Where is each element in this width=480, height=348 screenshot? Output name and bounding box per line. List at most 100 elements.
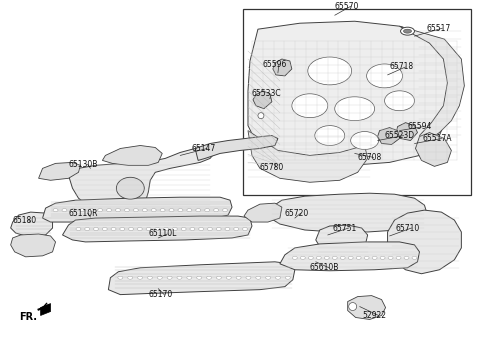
Ellipse shape (380, 256, 385, 259)
Ellipse shape (190, 228, 195, 230)
Ellipse shape (292, 94, 328, 118)
Ellipse shape (265, 276, 271, 279)
Ellipse shape (400, 27, 415, 35)
Text: 65570: 65570 (335, 2, 359, 11)
Polygon shape (195, 136, 278, 160)
Polygon shape (11, 234, 56, 257)
Ellipse shape (286, 276, 290, 279)
Text: 65110R: 65110R (69, 208, 98, 218)
Ellipse shape (206, 276, 212, 279)
Polygon shape (11, 212, 52, 237)
Ellipse shape (214, 208, 218, 212)
Ellipse shape (234, 228, 239, 230)
Ellipse shape (116, 208, 120, 212)
Polygon shape (316, 225, 368, 256)
Ellipse shape (76, 228, 81, 230)
Ellipse shape (276, 276, 280, 279)
Polygon shape (248, 130, 368, 182)
Ellipse shape (351, 132, 379, 150)
Ellipse shape (151, 208, 156, 212)
Text: 65517A: 65517A (422, 134, 452, 143)
Ellipse shape (242, 228, 248, 230)
Ellipse shape (80, 208, 85, 212)
Ellipse shape (348, 256, 353, 259)
Ellipse shape (324, 256, 329, 259)
Polygon shape (62, 216, 252, 242)
Ellipse shape (204, 208, 210, 212)
Ellipse shape (142, 208, 147, 212)
Ellipse shape (181, 228, 186, 230)
Text: 65718: 65718 (390, 62, 414, 71)
Text: 65533C: 65533C (252, 89, 282, 98)
Text: 65517: 65517 (426, 24, 451, 33)
Ellipse shape (199, 228, 204, 230)
Ellipse shape (396, 256, 401, 259)
Text: 65710: 65710 (396, 223, 420, 232)
Text: 65708: 65708 (358, 153, 382, 162)
Ellipse shape (256, 276, 261, 279)
Text: 65780: 65780 (260, 163, 284, 172)
Ellipse shape (404, 29, 411, 33)
Ellipse shape (384, 91, 415, 111)
Text: 65180: 65180 (12, 215, 37, 224)
Ellipse shape (62, 208, 67, 212)
Text: 65594: 65594 (408, 122, 432, 131)
Ellipse shape (85, 228, 90, 230)
Ellipse shape (167, 276, 172, 279)
Polygon shape (348, 295, 385, 319)
Polygon shape (253, 91, 272, 109)
Ellipse shape (177, 276, 182, 279)
Ellipse shape (225, 228, 230, 230)
Ellipse shape (292, 256, 297, 259)
Polygon shape (399, 26, 464, 141)
Ellipse shape (236, 276, 241, 279)
Text: 65751: 65751 (333, 223, 357, 232)
Ellipse shape (133, 208, 138, 212)
Text: FR.: FR. (19, 313, 36, 323)
Ellipse shape (364, 256, 369, 259)
Polygon shape (38, 163, 81, 180)
Ellipse shape (308, 57, 352, 85)
Text: 65110L: 65110L (148, 229, 177, 238)
Ellipse shape (246, 276, 251, 279)
Polygon shape (416, 133, 451, 166)
Ellipse shape (107, 208, 111, 212)
Ellipse shape (196, 208, 201, 212)
Ellipse shape (138, 276, 143, 279)
Ellipse shape (116, 177, 144, 199)
Ellipse shape (367, 64, 403, 88)
Ellipse shape (316, 256, 321, 259)
Ellipse shape (223, 208, 228, 212)
Text: 65610B: 65610B (310, 263, 339, 272)
Ellipse shape (356, 256, 361, 259)
Polygon shape (69, 149, 215, 216)
Ellipse shape (155, 228, 160, 230)
Ellipse shape (178, 208, 183, 212)
Ellipse shape (335, 97, 374, 121)
Polygon shape (244, 203, 282, 222)
Polygon shape (387, 210, 461, 274)
Polygon shape (100, 207, 150, 230)
Ellipse shape (146, 228, 151, 230)
Ellipse shape (226, 276, 231, 279)
Ellipse shape (197, 276, 202, 279)
Ellipse shape (216, 228, 221, 230)
Ellipse shape (160, 208, 165, 212)
Text: 65170: 65170 (148, 290, 172, 299)
Ellipse shape (172, 228, 178, 230)
Ellipse shape (120, 228, 125, 230)
Text: 65596: 65596 (263, 61, 288, 70)
Polygon shape (102, 145, 162, 165)
Circle shape (348, 302, 357, 310)
Text: 65130B: 65130B (69, 160, 98, 169)
Ellipse shape (404, 256, 409, 259)
Ellipse shape (94, 228, 98, 230)
Ellipse shape (128, 276, 132, 279)
Ellipse shape (97, 208, 103, 212)
Ellipse shape (111, 228, 116, 230)
Polygon shape (108, 262, 295, 295)
Ellipse shape (187, 276, 192, 279)
Bar (243, 9, 471, 195)
Ellipse shape (137, 228, 142, 230)
Polygon shape (396, 122, 418, 141)
